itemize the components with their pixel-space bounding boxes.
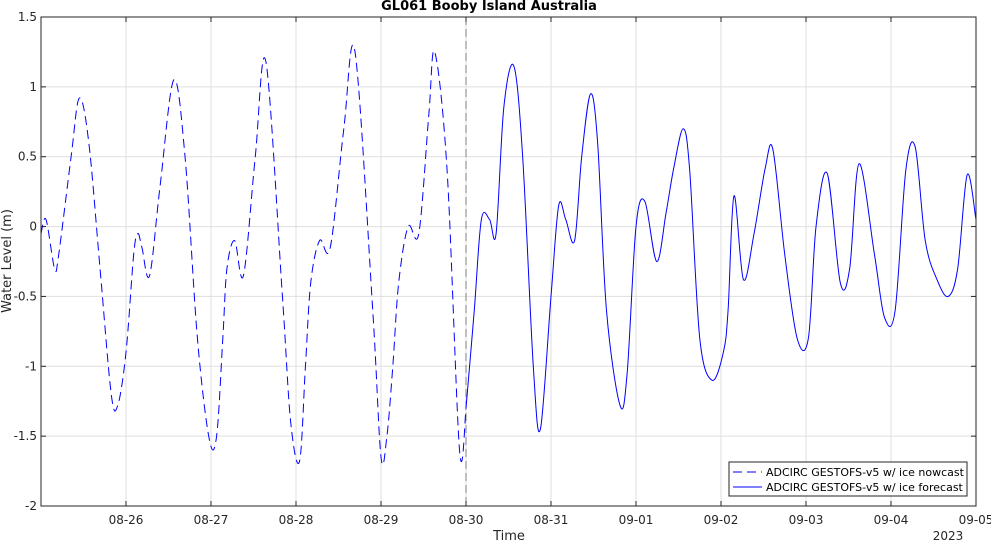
axes: -2 -1.5 -1 -0.5 0 0.5 1 1.5 08-26 08-27 08-28 08-29… [14,10,991,527]
forecast-series-line [465,63,977,432]
legend-label: ADCIRC GESTOFS-v5 w/ ice forecast [766,481,964,494]
y-tick-label: 0.5 [18,150,37,164]
chart-title: GL061 Booby Island Australia [381,0,597,14]
nowcast-series-line [40,44,467,466]
legend-label: ADCIRC GESTOFS-v5 w/ ice nowcast [766,466,965,479]
x-tick-label: 08-30 [449,513,484,527]
y-tick-label: 1.5 [18,10,37,24]
y-tick-label: -2 [25,499,37,513]
y-axis-title: Water Level (m) [0,209,15,313]
x-tick-label: 09-01 [619,513,654,527]
y-tick-label: -0.5 [14,289,37,303]
x-tick-label: 08-31 [534,513,569,527]
y-tick-label: 1 [29,80,37,94]
legend: ADCIRC GESTOFS-v5 w/ ice nowcast ADCIRC G… [728,461,968,497]
x-tick-label: 09-03 [789,513,824,527]
x-tick-label: 08-28 [279,513,314,527]
x-tick-label: 09-04 [874,513,909,527]
legend-box [728,461,968,497]
y-tick-label: -1 [25,359,37,373]
x-tick-label: 09-05 [959,513,991,527]
y-tick-label: 0 [29,220,37,234]
series-lines [40,17,977,506]
x-tick-label: 08-26 [109,513,144,527]
x-tick-label: 08-27 [194,513,229,527]
x-tick-label: 09-02 [704,513,739,527]
x-axis-title: Time [492,529,525,541]
plot-frame [40,16,977,507]
x-tick-label: 08-29 [364,513,399,527]
y-tick-label: -1.5 [14,429,37,443]
year-label: 2023 [933,529,964,541]
